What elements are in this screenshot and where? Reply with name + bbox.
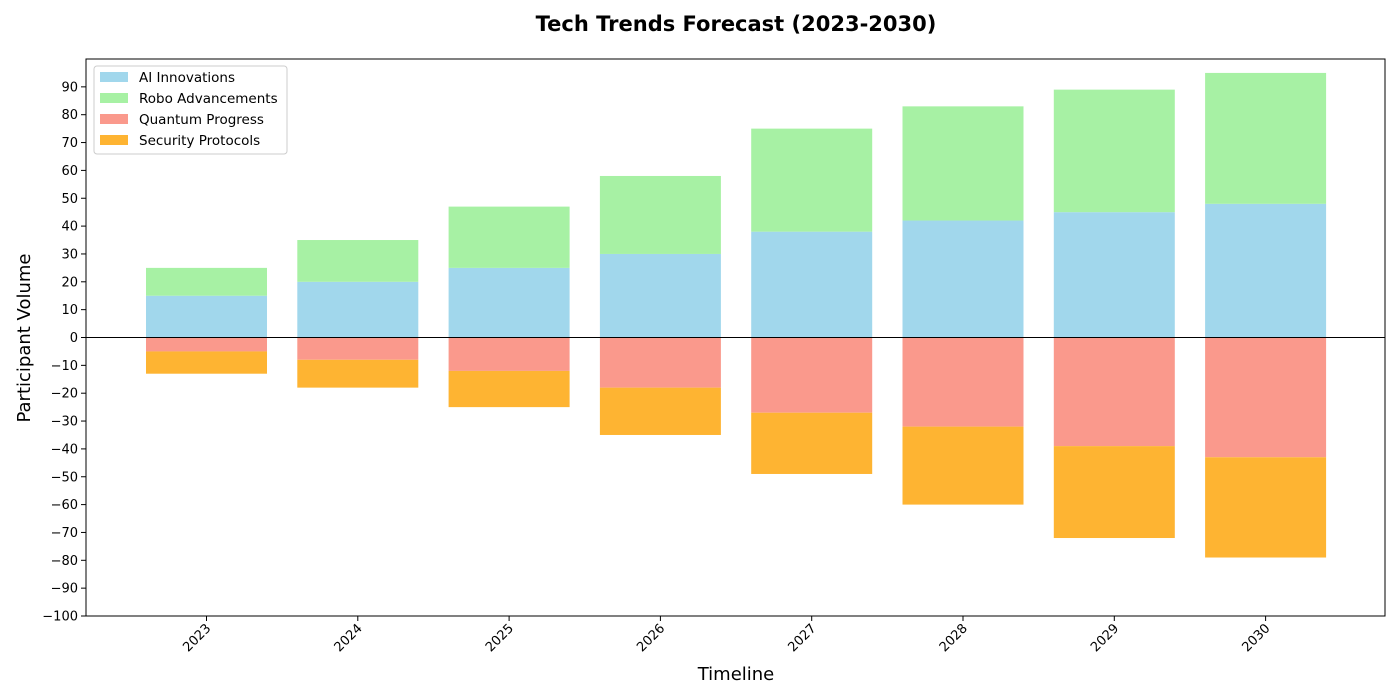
y-tick-label: −90 xyxy=(51,582,78,597)
bar-quantum-progress-2029 xyxy=(1053,337,1175,447)
x-tick-label: 2025 xyxy=(483,621,517,655)
x-axis: 2023 2024 2025 2026 2027 2028 2029 2030 xyxy=(180,616,1273,655)
y-tick-label: 40 xyxy=(61,220,78,235)
y-tick-label: 10 xyxy=(61,303,78,318)
bar-quantum-progress-2023 xyxy=(146,337,267,352)
bar-quantum-progress-2028 xyxy=(902,337,1024,427)
bar-security-protocols-2027 xyxy=(751,412,873,474)
y-tick-label: −30 xyxy=(51,415,78,430)
y-tick-label: −60 xyxy=(51,498,78,513)
bar-security-protocols-2030 xyxy=(1205,457,1327,558)
legend-swatch-ai-innovations xyxy=(100,72,128,82)
bar-ai-innovations-2028 xyxy=(902,220,1024,338)
bar-security-protocols-2028 xyxy=(902,426,1024,505)
bar-robo-advancements-2024 xyxy=(297,240,419,282)
bar-ai-innovations-2027 xyxy=(751,231,873,338)
x-tick-label: 2029 xyxy=(1088,621,1122,655)
y-tick-label: 90 xyxy=(61,80,78,95)
y-tick-label: −80 xyxy=(51,554,78,569)
x-tick-label: 2030 xyxy=(1239,621,1273,655)
y-tick-label: −20 xyxy=(51,387,78,402)
x-axis-label: Timeline xyxy=(697,664,775,685)
x-tick-label: 2026 xyxy=(634,621,668,655)
x-tick-label: 2024 xyxy=(332,621,366,655)
y-tick-label: −10 xyxy=(51,359,78,374)
bar-ai-innovations-2026 xyxy=(599,253,721,338)
legend-swatch-security-protocols xyxy=(100,135,128,145)
chart-title: Tech Trends Forecast (2023-2030) xyxy=(536,12,937,36)
x-tick-label: 2027 xyxy=(786,621,820,655)
bar-robo-advancements-2028 xyxy=(902,106,1024,221)
bar-robo-advancements-2029 xyxy=(1053,89,1175,213)
bar-security-protocols-2026 xyxy=(599,387,721,435)
bar-ai-innovations-2024 xyxy=(297,281,419,338)
bar-security-protocols-2023 xyxy=(146,351,267,374)
y-tick-label: 20 xyxy=(61,275,78,290)
bar-ai-innovations-2030 xyxy=(1205,203,1327,338)
bar-security-protocols-2024 xyxy=(297,359,419,388)
bar-robo-advancements-2030 xyxy=(1205,72,1327,204)
legend-swatch-quantum-progress xyxy=(100,114,128,124)
bar-ai-innovations-2025 xyxy=(448,267,570,338)
bar-quantum-progress-2026 xyxy=(599,337,721,388)
y-tick-label: −50 xyxy=(51,470,78,485)
y-tick-label: 50 xyxy=(61,192,78,207)
bar-robo-advancements-2027 xyxy=(751,128,873,232)
legend-label-security-protocols: Security Protocols xyxy=(139,133,260,149)
y-tick-label: −70 xyxy=(51,526,78,541)
y-tick-label: 80 xyxy=(61,108,78,123)
x-tick-label: 2023 xyxy=(180,621,214,655)
legend-box xyxy=(93,65,288,155)
legend: AI Innovations Robo Advancements Quantum P… xyxy=(93,65,288,155)
legend-label-robo-advancements: Robo Advancements xyxy=(139,91,278,107)
bar-robo-advancements-2026 xyxy=(599,175,721,254)
y-tick-label: −40 xyxy=(51,442,78,457)
y-axis: −100−90−80−70−60−50−40−30−20−10010203040… xyxy=(42,80,86,625)
bar-layer xyxy=(146,72,1327,558)
bar-quantum-progress-2030 xyxy=(1205,337,1327,458)
bar-ai-innovations-2029 xyxy=(1053,212,1175,338)
bar-quantum-progress-2024 xyxy=(297,337,419,360)
x-tick-label: 2028 xyxy=(937,621,971,655)
legend-swatch-robo-advancements xyxy=(100,93,128,103)
bar-quantum-progress-2027 xyxy=(751,337,873,413)
bar-security-protocols-2029 xyxy=(1053,446,1175,539)
legend-label-quantum-progress: Quantum Progress xyxy=(139,112,264,128)
y-tick-label: 70 xyxy=(61,136,78,151)
y-tick-label: 60 xyxy=(61,164,78,179)
y-axis-label: Participant Volume xyxy=(14,253,35,422)
y-tick-label: 0 xyxy=(70,331,78,346)
bar-security-protocols-2025 xyxy=(448,370,570,408)
bar-ai-innovations-2023 xyxy=(146,295,267,338)
legend-label-ai-innovations: AI Innovations xyxy=(139,70,235,86)
bar-quantum-progress-2025 xyxy=(448,337,570,371)
bar-robo-advancements-2023 xyxy=(146,267,267,296)
bar-robo-advancements-2025 xyxy=(448,206,570,268)
y-tick-label: −100 xyxy=(42,610,78,625)
y-tick-label: 30 xyxy=(61,247,78,262)
